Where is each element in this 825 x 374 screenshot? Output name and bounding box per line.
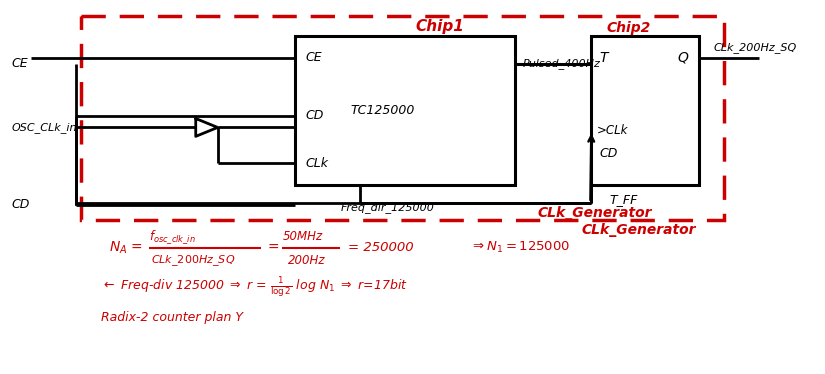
Text: $CLk\_200Hz\_SQ$: $CLk\_200Hz\_SQ$ xyxy=(151,253,235,268)
Text: $f_{osc\_clk\_in}$: $f_{osc\_clk\_in}$ xyxy=(148,228,196,245)
Text: TC125000: TC125000 xyxy=(350,104,415,117)
Text: $\Rightarrow N_1 = 125000$: $\Rightarrow N_1 = 125000$ xyxy=(469,240,570,255)
Text: Pulsed_400Hz: Pulsed_400Hz xyxy=(522,58,601,69)
Text: Radix-2 counter plan Y: Radix-2 counter plan Y xyxy=(101,310,243,324)
Text: T: T xyxy=(600,51,608,65)
Bar xyxy=(592,36,699,185)
Text: CLk_Generator: CLk_Generator xyxy=(538,206,652,220)
Text: 200Hz: 200Hz xyxy=(289,254,326,267)
Text: CD: CD xyxy=(305,109,323,122)
Text: $N_A$: $N_A$ xyxy=(109,239,127,256)
Text: CD: CD xyxy=(12,198,30,211)
Text: CE: CE xyxy=(12,58,28,70)
Text: CD: CD xyxy=(600,147,618,160)
Bar xyxy=(295,36,515,185)
Text: CLk_200Hz_SQ: CLk_200Hz_SQ xyxy=(714,43,797,53)
Text: =: = xyxy=(267,240,279,255)
Text: Freq_dir_125000: Freq_dir_125000 xyxy=(340,202,434,213)
Text: $\leftarrow$ Freq-div 125000 $\Rightarrow$ r = $\frac{1}{\log 2}$ log $N_1$ $\Ri: $\leftarrow$ Freq-div 125000 $\Rightarro… xyxy=(101,275,408,300)
Text: CLk_Generator: CLk_Generator xyxy=(582,223,696,237)
Text: CLk: CLk xyxy=(305,157,328,170)
Text: T_FF: T_FF xyxy=(610,193,638,206)
Text: Chip2: Chip2 xyxy=(606,21,651,35)
Text: OSC_CLk_in: OSC_CLk_in xyxy=(12,122,77,133)
Text: = 250000: = 250000 xyxy=(348,241,414,254)
Text: Chip1: Chip1 xyxy=(415,19,464,34)
Text: Q: Q xyxy=(677,51,688,65)
Text: >CLk: >CLk xyxy=(596,124,628,137)
Text: =: = xyxy=(131,240,143,255)
Text: CE: CE xyxy=(305,52,322,64)
Text: 50MHz: 50MHz xyxy=(282,230,323,243)
